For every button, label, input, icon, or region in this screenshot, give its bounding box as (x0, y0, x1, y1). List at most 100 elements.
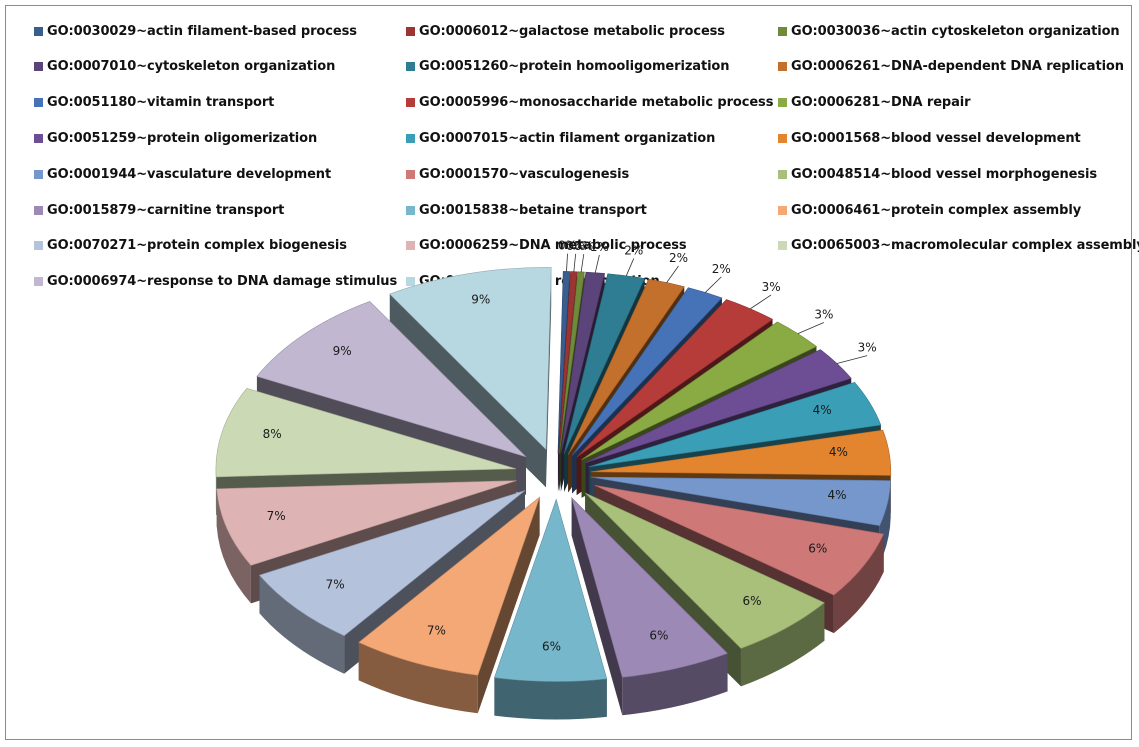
legend-item: GO:0030036~actin cytoskeleton organizati… (778, 23, 1120, 39)
legend-item: GO:0001944~vasculature development (34, 166, 331, 182)
pie-slice (590, 429, 892, 476)
legend-swatch (34, 133, 43, 143)
legend-label: GO:0001570~vasculogenesis (419, 166, 630, 182)
legend-item: GO:0007015~actin filament organization (406, 130, 715, 146)
legend-swatch (778, 133, 787, 143)
data-labels: 0%0%0%1% 2%2%2%3%3%3%4%4%4%6%6%6%6%7%7%7%… (263, 239, 877, 654)
legend-label: GO:0015838~betaine transport (419, 202, 647, 218)
legend-item: GO:0065003~macromolecular complex assemb… (778, 238, 1139, 254)
label-leader-line (666, 265, 679, 283)
legend-label: GO:0007010~cytoskeleton organization (47, 59, 336, 75)
legend-swatch (406, 62, 415, 72)
legend-label: GO:0007015~actin filament organization (419, 130, 716, 146)
legend-label: GO:0015879~carnitine transport (47, 202, 285, 218)
legend-swatch (406, 169, 415, 179)
pie-slice (594, 485, 885, 596)
legend-label: GO:0051180~vitamin transport (47, 95, 275, 111)
pie-slice (581, 321, 818, 460)
legend-item: GO:0051259~protein oligomerization (34, 130, 317, 146)
slice-side (571, 497, 623, 716)
slice-percent-label: 6% (649, 628, 668, 642)
legend-label: GO:0006461~protein complex assembly (791, 202, 1082, 218)
legend-item: GO:0070271~protein complex biogenesis (34, 238, 347, 254)
slice-percent-label: 2% (669, 251, 688, 265)
slice-percent-label: 4% (829, 445, 848, 459)
slice-percent-label: 6% (808, 541, 827, 555)
slice-percent-label: 2% (712, 262, 731, 276)
pie-slice (216, 480, 517, 566)
slice-rim (358, 642, 478, 714)
slice-rim (494, 677, 607, 720)
slice-tops (215, 267, 892, 682)
legend-item: GO:0007010~cytoskeleton organization (34, 59, 335, 75)
legend-swatch (406, 26, 415, 36)
slice-percent-label: 7% (326, 577, 345, 591)
legend-swatch (406, 277, 415, 287)
label-leader-line (573, 253, 577, 272)
legend-swatch (34, 241, 43, 251)
legend-item: GO:0006261~DNA-dependent DNA replication (778, 59, 1124, 75)
pie-slice (584, 492, 825, 649)
legend-item: GO:0001568~blood vessel development (778, 130, 1081, 146)
pie-slice (389, 267, 552, 451)
legend-swatch (34, 26, 43, 36)
legend-swatch (406, 205, 415, 215)
legend-item: GO:0006974~response to DNA damage stimul… (34, 274, 397, 290)
slice-rim (216, 488, 251, 604)
slice-percent-label: 9% (471, 293, 490, 307)
label-leader-line (705, 276, 722, 293)
legend-item: GO:0051180~vitamin transport (34, 95, 274, 111)
label-leader-line (625, 258, 635, 276)
legend: GO:0030029~actin filament-based process G… (6, 6, 1139, 306)
slice-percent-label: 2% (624, 243, 643, 257)
legend-label: GO:0001568~blood vessel development (791, 130, 1081, 146)
slice-rim (259, 575, 345, 674)
slice-rim (622, 653, 728, 716)
legend-label: GO:0006261~DNA-dependent DNA replication (791, 59, 1124, 75)
legend-item: GO:0048514~blood vessel morphogenesis (778, 166, 1097, 182)
label-leader-line (836, 355, 868, 364)
legend-label: GO:0048514~blood vessel morphogenesis (791, 166, 1097, 182)
legend-label: GO:0070271~protein complex biogenesis (47, 238, 347, 254)
legend-label: GO:0001944~vasculature development (47, 166, 332, 182)
legend-item: GO:0001570~vasculogenesis (406, 166, 629, 182)
legend-swatch (34, 169, 43, 179)
legend-label: GO:0051259~protein oligomerization (47, 130, 318, 146)
label-leader-line (797, 322, 825, 335)
legend-label: GO:0006259~DNA metabolic process (419, 238, 687, 254)
pie-slice (258, 490, 526, 637)
slice-side (477, 497, 540, 714)
chart-area: GO:0030029~actin filament-based process G… (5, 5, 1139, 740)
pie-slice (358, 496, 541, 676)
legend-swatch (34, 62, 43, 72)
legend-swatch (778, 98, 787, 108)
label-leader-line (750, 294, 772, 310)
legend-item: GO:0015879~carnitine transport (34, 202, 284, 218)
slice-percent-label: 7% (267, 509, 286, 523)
slice-percent-label: 4% (827, 488, 846, 502)
legend-item: GO:0005996~monosaccharide metabolic proc… (406, 95, 773, 111)
pie-chart: 0%0%0%1% 2%2%2%3%3%3%4%4%4%6%6%6%6%7%7%7%… (215, 239, 892, 720)
legend-label: GO:0051260~protein homooligomerization (419, 59, 730, 75)
slice-percent-label: 0% (574, 239, 593, 253)
legend-swatch (406, 133, 415, 143)
slice-percent-label: 9% (333, 344, 352, 358)
slice-percent-label: 1% (590, 240, 609, 254)
legend-item: GO:0006461~protein complex assembly (778, 202, 1081, 218)
pie-slice (588, 381, 882, 468)
slice-percent-label: 6% (542, 640, 561, 654)
legend-label: GO:0005996~monosaccharide metabolic proc… (419, 95, 774, 111)
pie-slice (590, 476, 891, 527)
pie-slice (571, 496, 729, 678)
slice-percent-label: 6% (743, 594, 762, 608)
legend-label: GO:0006012~galactose metabolic process (419, 23, 725, 39)
pie-slice (560, 271, 605, 454)
legend-label: GO:0030029~actin filament-based process (47, 23, 357, 39)
legend-item: GO:0006281~DNA repair (778, 95, 971, 111)
slice-percent-label: 3% (762, 280, 781, 294)
pie-slice (585, 349, 852, 464)
legend-item: GO:0006259~DNA metabolic process (406, 238, 687, 254)
pie-slice (215, 387, 516, 478)
legend-swatch (778, 26, 787, 36)
pie-slice (558, 271, 578, 454)
